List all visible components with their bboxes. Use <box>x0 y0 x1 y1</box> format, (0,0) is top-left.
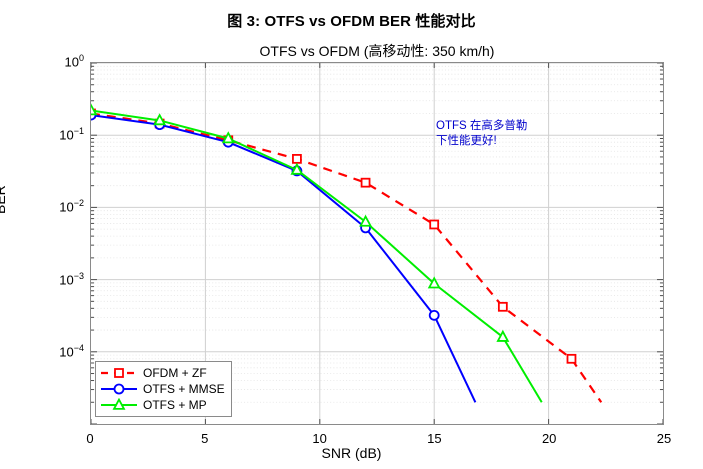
x-tick-label: 5 <box>201 431 209 446</box>
axes-title: OTFS vs OFDM (高移动性: 350 km/h) <box>259 43 495 59</box>
figure-title: 图 3: OTFS vs OFDM BER 性能对比 <box>227 13 476 30</box>
legend-swatch-square <box>101 368 137 378</box>
x-tick-label: 25 <box>656 431 672 446</box>
legend-item-otfs-mp[interactable]: OTFS + MP <box>100 397 225 413</box>
legend-label: OTFS + MP <box>143 398 207 412</box>
legend-swatch-circle <box>101 383 137 395</box>
x-tick-label: 15 <box>427 431 442 446</box>
chart-legend[interactable]: OFDM + ZF OTFS + MMSE OTFS + MP <box>95 361 232 417</box>
y-tick-label: 10−3 <box>59 270 84 288</box>
grid-layer <box>91 63 663 424</box>
legend-item-ofdm-zf[interactable]: OFDM + ZF <box>100 365 225 381</box>
legend-item-otfs-mmse[interactable]: OTFS + MMSE <box>100 381 225 397</box>
data-layer <box>91 103 603 403</box>
y-tick-label: 10−1 <box>59 125 84 142</box>
y-tick-label: 10−4 <box>59 343 84 360</box>
x-tick-label: 20 <box>541 431 557 446</box>
y-tick-label: 100 <box>64 53 84 70</box>
legend-swatch-triangle <box>101 398 137 410</box>
chart-annotation: OTFS 在高多普勒 下性能更好! <box>436 120 528 147</box>
x-axis-label: SNR (dB) <box>321 445 382 461</box>
legend-label: OFDM + ZF <box>143 366 207 380</box>
x-tick-label: 0 <box>86 431 94 446</box>
x-tick-label: 10 <box>312 431 327 446</box>
y-axis-label: BER <box>0 185 8 214</box>
y-tick-label: 10−2 <box>59 198 84 215</box>
legend-label: OTFS + MMSE <box>143 382 225 396</box>
